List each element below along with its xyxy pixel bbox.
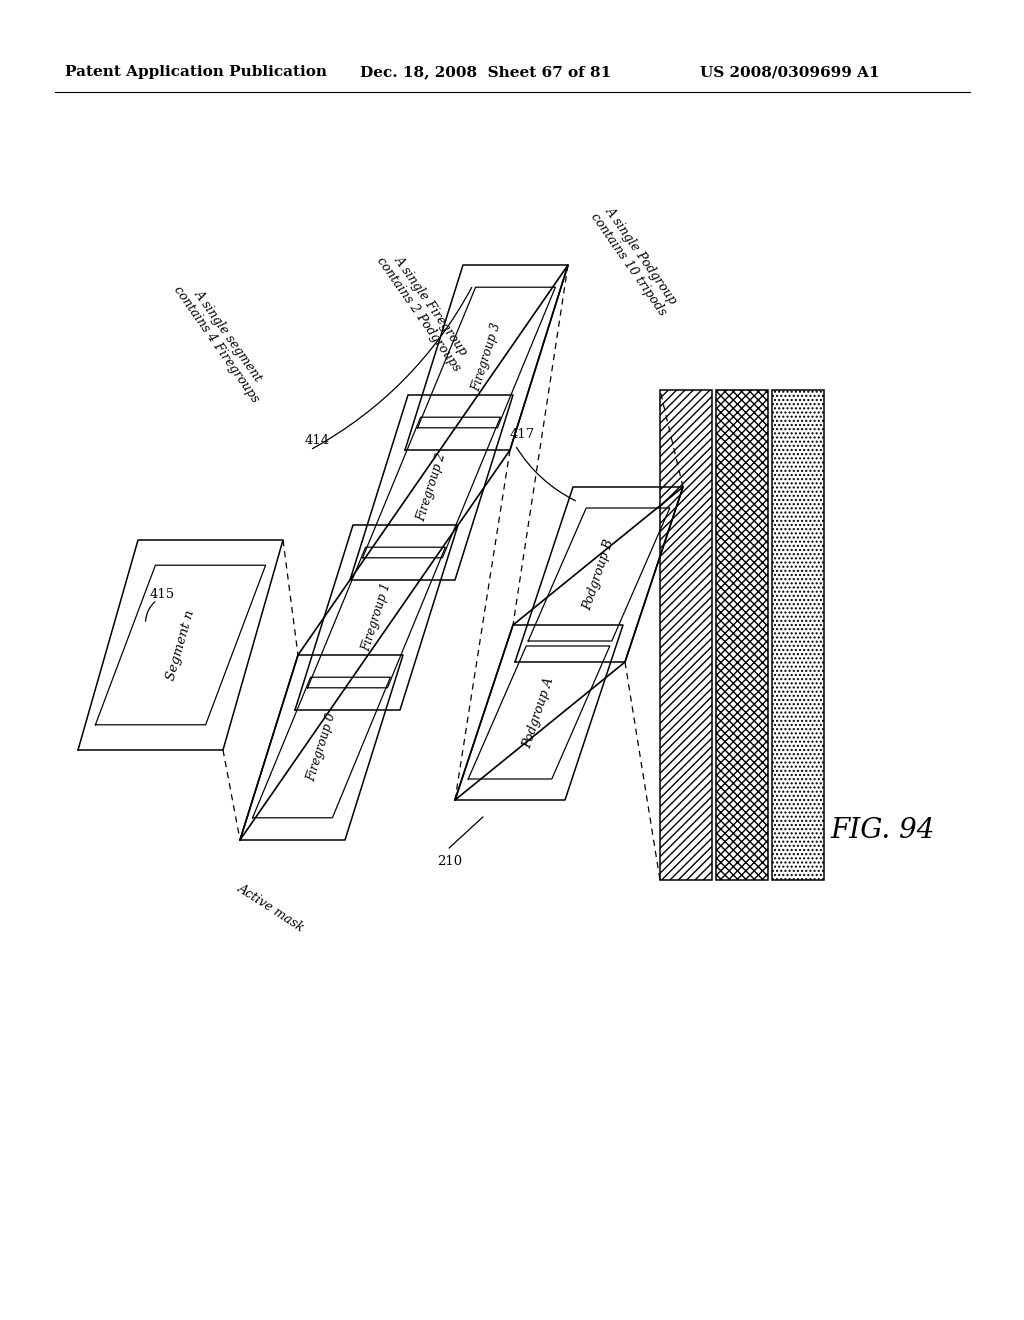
Bar xyxy=(660,389,712,880)
Text: Firegroup 0: Firegroup 0 xyxy=(305,711,338,783)
FancyArrowPatch shape xyxy=(145,602,155,622)
Text: 210: 210 xyxy=(437,855,462,869)
Text: Firegroup 3: Firegroup 3 xyxy=(470,322,504,393)
Text: Podgroup B: Podgroup B xyxy=(582,537,616,611)
Text: A single Firegroup
contains 2 Podgroups: A single Firegroup contains 2 Podgroups xyxy=(375,246,476,374)
Text: Firegroup 1: Firegroup 1 xyxy=(359,582,393,653)
Text: A single segment
contains 4 Firegroups: A single segment contains 4 Firegroups xyxy=(171,275,273,405)
FancyArrowPatch shape xyxy=(516,447,575,500)
FancyArrowPatch shape xyxy=(450,817,483,849)
Text: Dec. 18, 2008  Sheet 67 of 81: Dec. 18, 2008 Sheet 67 of 81 xyxy=(360,65,611,79)
Text: Segment n: Segment n xyxy=(164,609,197,681)
FancyArrowPatch shape xyxy=(312,288,472,449)
Text: 415: 415 xyxy=(150,589,175,602)
Text: Firegroup 2: Firegroup 2 xyxy=(415,451,449,523)
Text: Podgroup A: Podgroup A xyxy=(521,676,557,750)
Text: FIG. 94: FIG. 94 xyxy=(830,817,934,843)
Text: Active mask: Active mask xyxy=(234,882,306,935)
Text: US 2008/0309699 A1: US 2008/0309699 A1 xyxy=(700,65,880,79)
Text: 417: 417 xyxy=(510,429,536,441)
Bar xyxy=(772,389,824,880)
Text: 414: 414 xyxy=(305,433,330,446)
Text: Patent Application Publication: Patent Application Publication xyxy=(65,65,327,79)
Bar xyxy=(716,389,768,880)
Text: A single Podgroup
contains 10 tripods: A single Podgroup contains 10 tripods xyxy=(589,202,682,318)
